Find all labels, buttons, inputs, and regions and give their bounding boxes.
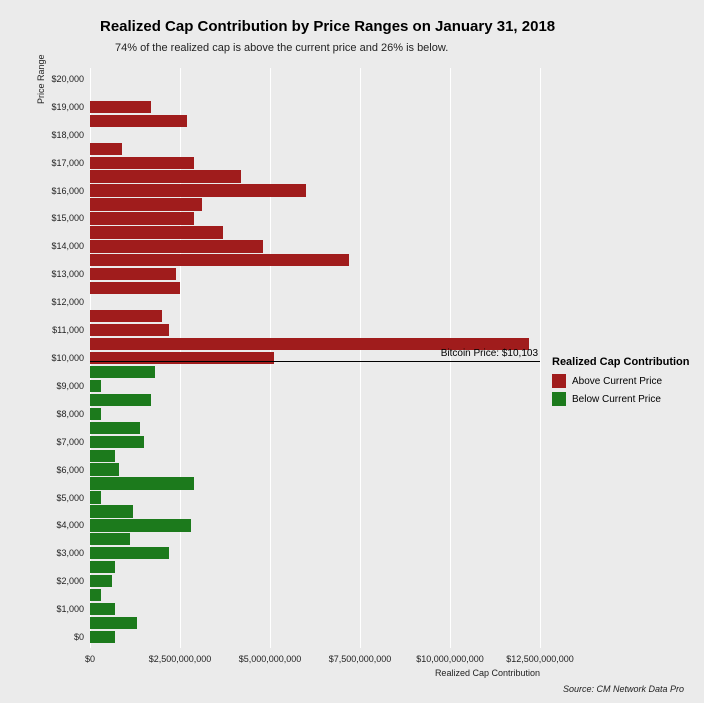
bar (90, 450, 115, 462)
y-tick-label: $2,000 (56, 576, 90, 586)
bar (90, 170, 241, 182)
y-tick-label: $19,000 (51, 102, 90, 112)
price-label: Bitcoin Price: $10,103 (441, 348, 540, 361)
y-tick-label: $18,000 (51, 130, 90, 140)
bar (90, 463, 119, 475)
legend-item: Below Current Price (552, 392, 690, 406)
bar (90, 352, 274, 364)
y-tick-label: $8,000 (56, 409, 90, 419)
chart-subtitle: 74% of the realized cap is above the cur… (115, 42, 448, 54)
bar (90, 408, 101, 420)
y-tick-label: $17,000 (51, 158, 90, 168)
y-tick-label: $7,000 (56, 437, 90, 447)
bar (90, 436, 144, 448)
legend-swatch (552, 392, 566, 406)
y-tick-label: $0 (74, 632, 90, 642)
y-tick-label: $9,000 (56, 381, 90, 391)
gridline (360, 68, 361, 648)
bar (90, 198, 202, 210)
bar (90, 184, 306, 196)
bar (90, 240, 263, 252)
bar (90, 115, 187, 127)
legend: Realized Cap Contribution Above Current P… (552, 356, 690, 410)
bar (90, 157, 194, 169)
x-tick-label: $7,500,000,000 (329, 648, 392, 664)
bar (90, 226, 223, 238)
y-tick-label: $1,000 (56, 604, 90, 614)
bar (90, 603, 115, 615)
chart-title: Realized Cap Contribution by Price Range… (100, 18, 555, 35)
chart-container: Realized Cap Contribution by Price Range… (0, 0, 704, 703)
x-tick-label: $5,000,000,000 (239, 648, 302, 664)
bar (90, 631, 115, 643)
bar (90, 212, 194, 224)
y-tick-label: $14,000 (51, 241, 90, 251)
y-tick-label: $3,000 (56, 548, 90, 558)
bar (90, 617, 137, 629)
x-tick-label: $0 (85, 648, 95, 664)
bar (90, 324, 169, 336)
y-tick-label: $6,000 (56, 465, 90, 475)
y-tick-label: $20,000 (51, 74, 90, 84)
y-tick-label: $10,000 (51, 353, 90, 363)
gridline (540, 68, 541, 648)
x-tick-label: $10,000,000,000 (416, 648, 484, 664)
bar (90, 589, 101, 601)
bar (90, 547, 169, 559)
legend-title: Realized Cap Contribution (552, 356, 690, 368)
y-tick-label: $11,000 (52, 325, 90, 335)
bar (90, 505, 133, 517)
bar (90, 310, 162, 322)
bar (90, 101, 151, 113)
y-tick-label: $4,000 (56, 520, 90, 530)
y-tick-label: $15,000 (51, 213, 90, 223)
bar (90, 268, 176, 280)
bar (90, 254, 349, 266)
bar (90, 491, 101, 503)
y-tick-label: $12,000 (51, 297, 90, 307)
y-axis-title: Price Range (36, 54, 46, 104)
bar (90, 533, 130, 545)
x-tick-label: $2,500,000,000 (149, 648, 212, 664)
y-tick-label: $13,000 (51, 269, 90, 279)
bar (90, 394, 151, 406)
bar (90, 380, 101, 392)
legend-item: Above Current Price (552, 374, 690, 388)
legend-label: Above Current Price (572, 376, 662, 387)
bar (90, 561, 115, 573)
legend-label: Below Current Price (572, 394, 661, 405)
bar (90, 143, 122, 155)
bar (90, 519, 191, 531)
y-tick-label: $5,000 (56, 493, 90, 503)
source-credit: Source: CM Network Data Pro (563, 684, 684, 694)
plot-area: $0$2,500,000,000$5,000,000,000$7,500,000… (90, 68, 540, 648)
legend-swatch (552, 374, 566, 388)
bar (90, 575, 112, 587)
bar (90, 282, 180, 294)
x-axis-title: Realized Cap Contribution (435, 668, 540, 678)
bar (90, 366, 155, 378)
price-line (90, 361, 540, 362)
bar (90, 422, 140, 434)
x-tick-label: $12,500,000,000 (506, 648, 574, 664)
bar (90, 477, 194, 489)
y-tick-label: $16,000 (51, 186, 90, 196)
